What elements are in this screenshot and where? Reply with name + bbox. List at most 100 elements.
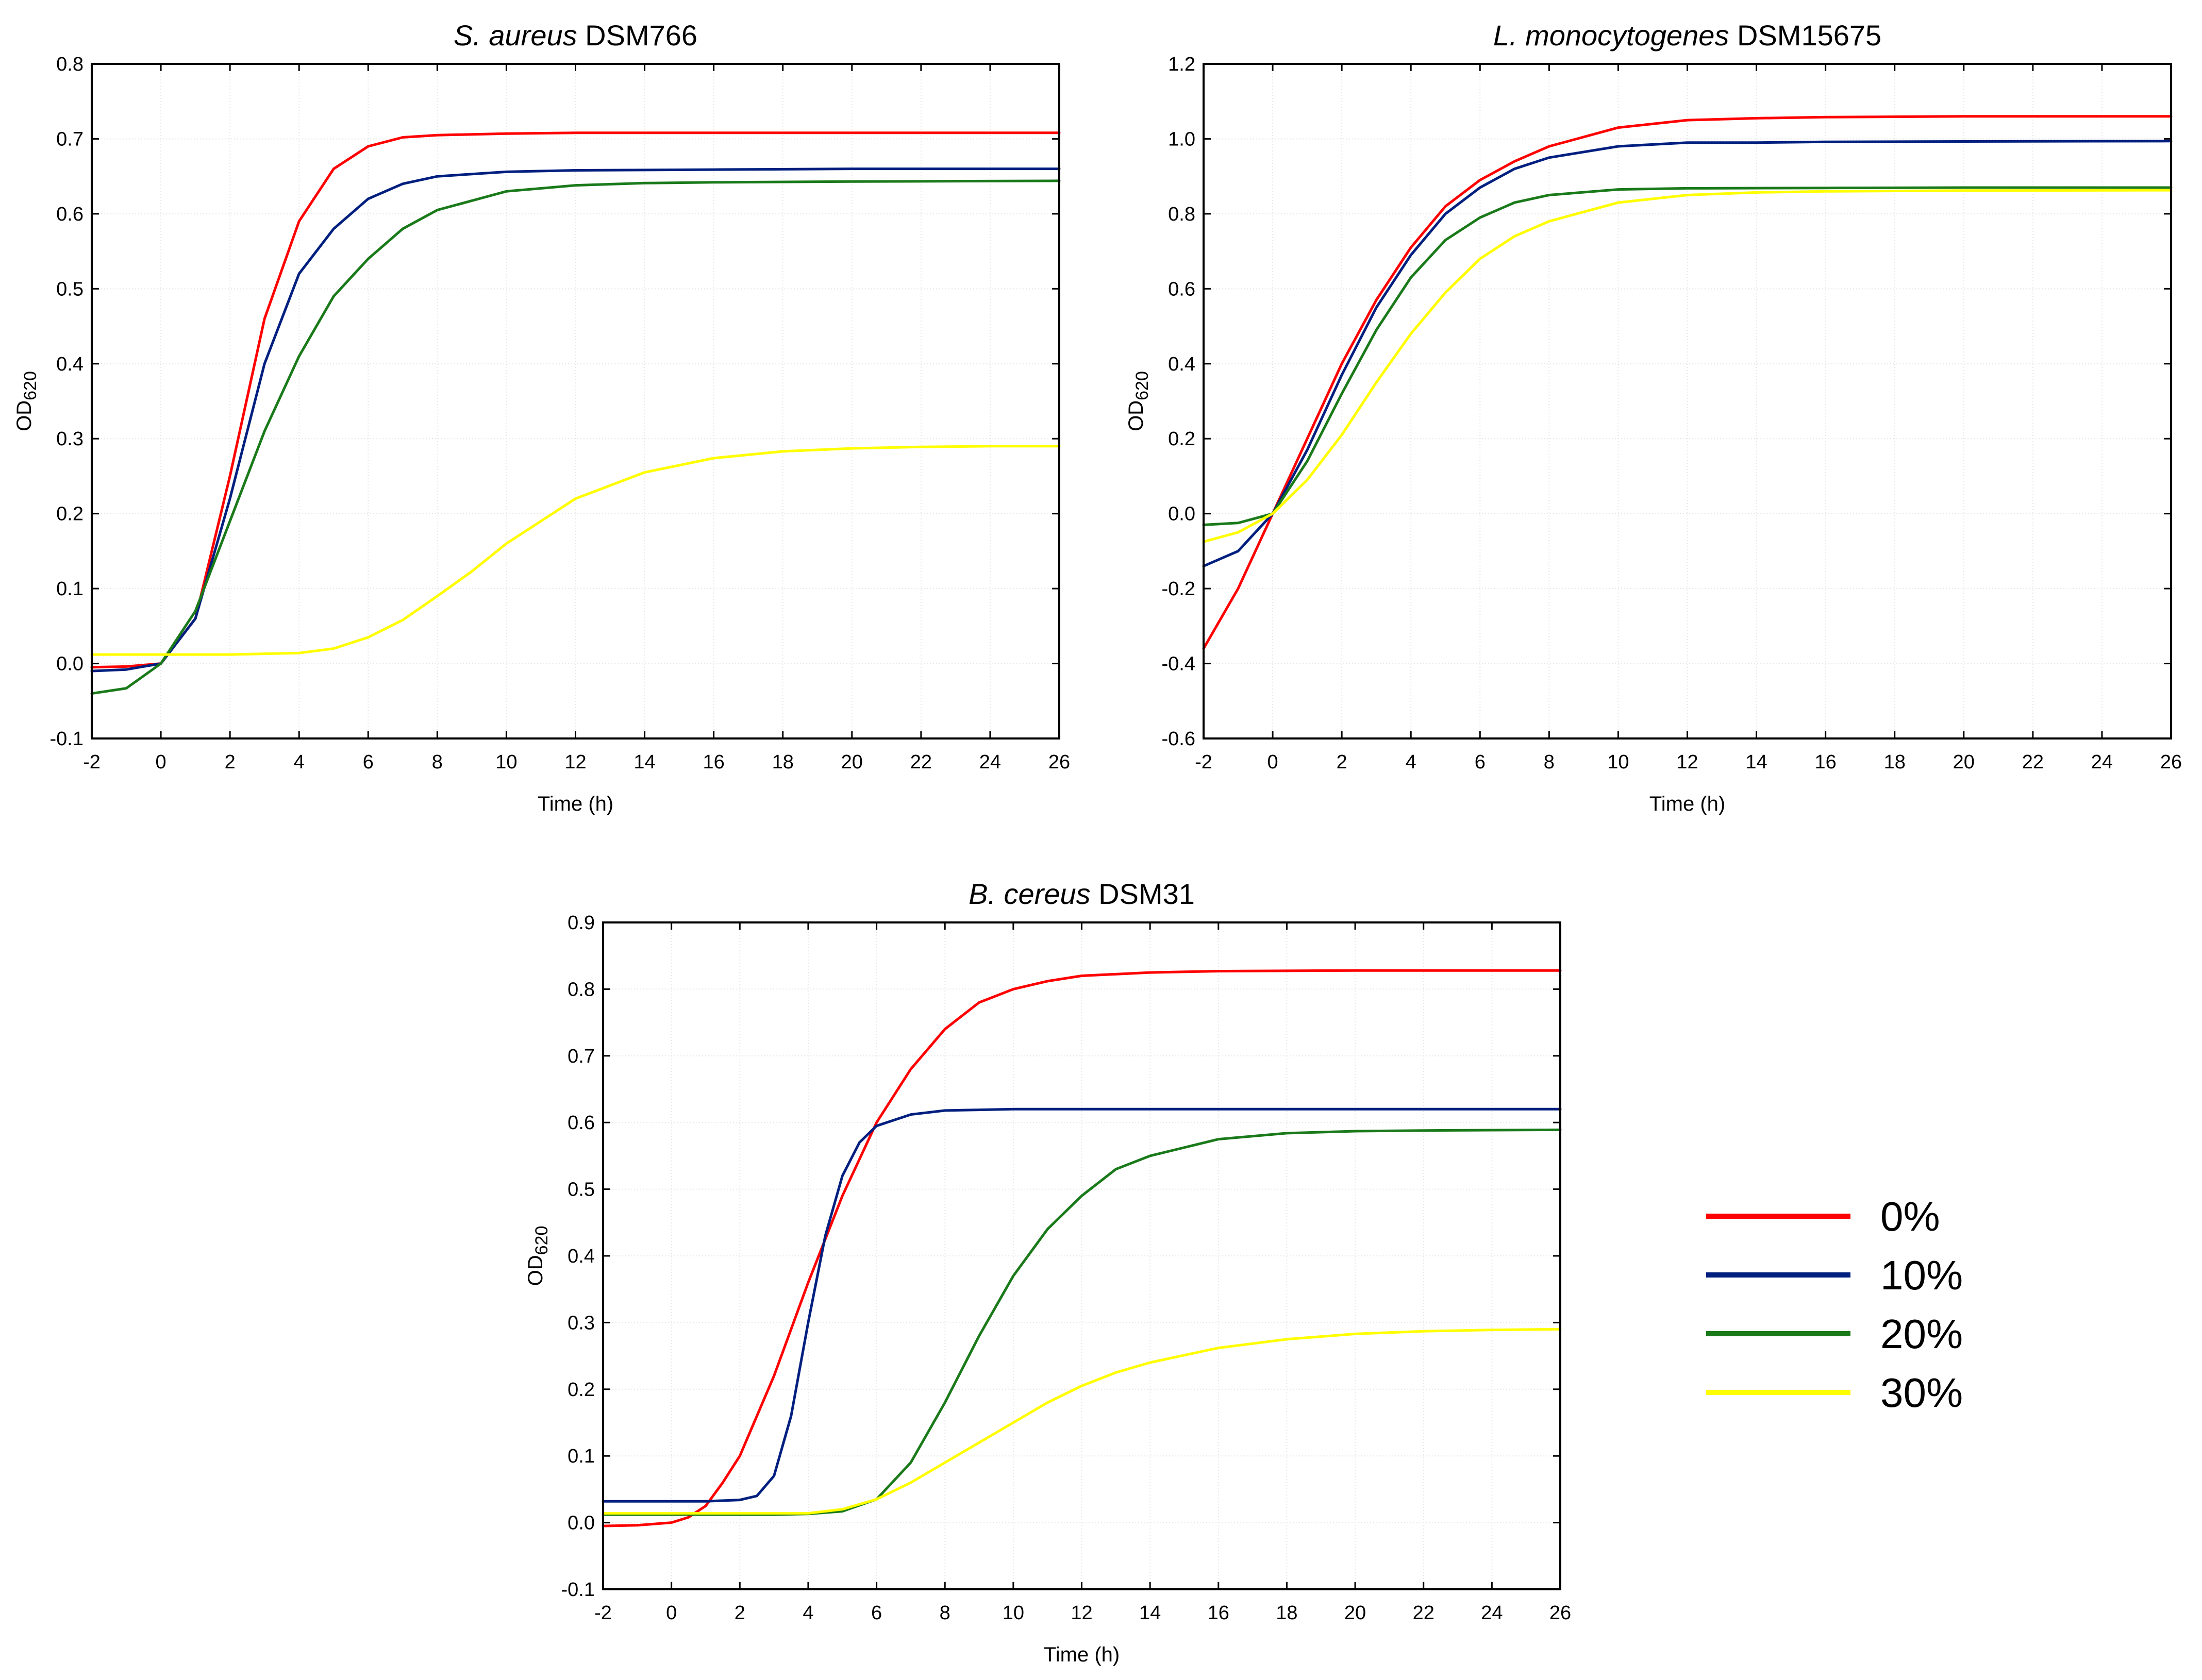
chart-0-y-tick-label: 0.4	[56, 354, 84, 375]
chart-1-x-tick-label: 8	[1544, 751, 1555, 773]
chart-0-title-strain: DSM766	[577, 19, 697, 52]
chart-1-series-0-line	[1202, 115, 2173, 650]
chart-0-y-tick-label: 0.3	[56, 428, 84, 450]
chart-0-x-tick-label: 12	[564, 751, 586, 773]
chart-0-x-tick-label: 20	[841, 751, 863, 773]
chart-1-x-tick-label: 2	[1337, 751, 1347, 773]
chart-1-x-tick-label: 0	[1267, 751, 1278, 773]
chart-2-x-tick-label: 0	[666, 1602, 677, 1624]
chart-0-title-species: S. aureus	[454, 19, 577, 52]
chart-2-x-tick-label: 20	[1344, 1602, 1366, 1624]
panel-l-monocytogenes: -2 0 2 4 6 8 10 12 14 16 18 20 22 24 26-0.6-0.4-0.20.0…	[1125, 19, 2182, 815]
chart-1-x-tick-label: 26	[2160, 751, 2182, 773]
legend-label-1: 10%	[1880, 1252, 1963, 1298]
legend-label-3: 30%	[1880, 1370, 1963, 1416]
chart-2-y-axis-label-main: OD	[524, 1255, 547, 1286]
chart-0-y-tick-label: 0.1	[56, 578, 84, 600]
chart-1-title-strain: DSM15675	[1729, 19, 1881, 52]
chart-1-series-3-line	[1202, 189, 2173, 543]
chart-0-y-tick-label: -0.1	[50, 728, 84, 750]
chart-2-x-tick-label: -2	[594, 1602, 612, 1624]
chart-0-series-3-line	[90, 445, 1061, 656]
chart-0-x-tick-label: 24	[979, 751, 1001, 773]
chart-1-title: L. monocytogenes DSM15675	[1493, 19, 1881, 52]
chart-2-y-tick-label: 0.4	[568, 1246, 595, 1267]
chart-0-y-tick-label: 0.7	[56, 128, 84, 150]
chart-1-y-tick-label: 0.2	[1168, 428, 1195, 450]
chart-0-x-tick-label: 10	[495, 751, 517, 773]
chart-1-y-axis-label-subscript: 620	[1132, 371, 1152, 400]
chart-1-y-tick-label: -0.2	[1162, 578, 1195, 600]
chart-0-title: S. aureus DSM766	[454, 19, 697, 52]
chart-0-y-tick-label: 0.8	[56, 54, 84, 75]
chart-2-x-tick-label: 24	[1481, 1602, 1503, 1624]
chart-2-series-1-line	[602, 1107, 1562, 1503]
chart-1-y-tick-label: -0.6	[1162, 728, 1195, 750]
chart-0-x-tick-label: 18	[772, 751, 794, 773]
chart-1-y-tick-label: 0.6	[1168, 278, 1195, 300]
legend-label-0: 0%	[1880, 1194, 1940, 1239]
chart-1-x-tick-label: 10	[1607, 751, 1629, 773]
chart-2-x-tick-label: 4	[803, 1602, 813, 1624]
chart-1-x-tick-label: 22	[2022, 751, 2044, 773]
chart-0-x-tick-label: 16	[703, 751, 725, 773]
chart-2-y-tick-label: 0.7	[568, 1046, 595, 1067]
chart-1-y-tick-label: 0.4	[1168, 354, 1195, 375]
chart-2-x-tick-label: 18	[1276, 1602, 1297, 1624]
chart-2-y-axis-label: OD620	[524, 1226, 552, 1286]
chart-2-title-strain: DSM31	[1091, 878, 1195, 910]
chart-0-y-tick-label: 0.0	[56, 653, 84, 675]
chart-1-y-tick-label: -0.4	[1162, 653, 1195, 675]
chart-0-x-tick-label: -2	[83, 751, 101, 773]
chart-2-y-tick-label: 0.5	[568, 1179, 595, 1201]
chart-1-x-tick-label: 14	[1745, 751, 1767, 773]
chart-2-x-tick-label: 8	[940, 1602, 950, 1624]
chart-1-series-2-line	[1202, 186, 2173, 526]
chart-0-y-axis-label-subscript: 620	[21, 371, 40, 400]
chart-0-x-tick-label: 8	[432, 751, 443, 773]
chart-2-y-tick-label: 0.0	[568, 1513, 595, 1534]
chart-2-x-tick-label: 2	[735, 1602, 745, 1624]
chart-1-y-tick-label: 0.0	[1168, 503, 1195, 525]
chart-0-series-1-line	[90, 167, 1061, 673]
chart-1-title-species: L. monocytogenes	[1493, 19, 1729, 52]
chart-2-y-tick-label: 0.8	[568, 979, 595, 1000]
chart-1-x-tick-label: 20	[1953, 751, 1975, 773]
chart-0-y-tick-label: 0.5	[56, 278, 84, 300]
chart-1-x-tick-label: 12	[1676, 751, 1698, 773]
chart-1-y-tick-label: 1.0	[1168, 128, 1195, 150]
chart-2-title: B. cereus DSM31	[969, 878, 1195, 910]
panel-s-aureus: -2 0 2 4 6 8 10 12 14 16 18 20 22 24 26-0.10.00.10.20.…	[13, 19, 1070, 815]
chart-1-y-axis-label: OD620	[1125, 371, 1152, 431]
chart-2-title-species: B. cereus	[969, 878, 1091, 910]
chart-0-y-axis-label-main: OD	[13, 400, 36, 431]
chart-1-x-tick-label: 24	[2091, 751, 2113, 773]
legend: 0% 10% 20% 30%	[1706, 1194, 1963, 1416]
chart-2-x-tick-label: 14	[1139, 1602, 1161, 1624]
chart-1-x-tick-label: 18	[1884, 751, 1906, 773]
chart-0-x-tick-label: 4	[294, 751, 305, 773]
chart-1-y-tick-label: 0.8	[1168, 204, 1195, 225]
chart-0-x-tick-label: 2	[225, 751, 236, 773]
chart-0-x-tick-label: 14	[633, 751, 655, 773]
chart-1-series-1-line	[1202, 140, 2173, 567]
chart-2-y-tick-label: 0.6	[568, 1112, 595, 1134]
chart-1-x-tick-label: 6	[1475, 751, 1486, 773]
chart-2-x-axis-label: Time (h)	[1044, 1643, 1120, 1666]
chart-2-x-tick-label: 22	[1413, 1602, 1434, 1624]
chart-2-y-tick-label: 0.3	[568, 1312, 595, 1334]
chart-2-x-tick-label: 26	[1549, 1602, 1571, 1624]
chart-1-x-axis-label: Time (h)	[1649, 793, 1725, 815]
chart-0-y-tick-label: 0.2	[56, 503, 84, 525]
chart-2-x-tick-label: 16	[1208, 1602, 1229, 1624]
chart-1-y-tick-label: 1.2	[1168, 54, 1195, 75]
chart-1-x-tick-label: -2	[1195, 751, 1212, 773]
chart-0-y-tick-label: 0.6	[56, 204, 84, 225]
chart-2-y-tick-label: 0.9	[568, 912, 595, 934]
chart-2-x-tick-label: 10	[1003, 1602, 1024, 1624]
chart-0-x-axis-label: Time (h)	[538, 793, 613, 815]
chart-0-x-tick-label: 0	[156, 751, 166, 773]
chart-1-x-tick-label: 16	[1815, 751, 1837, 773]
